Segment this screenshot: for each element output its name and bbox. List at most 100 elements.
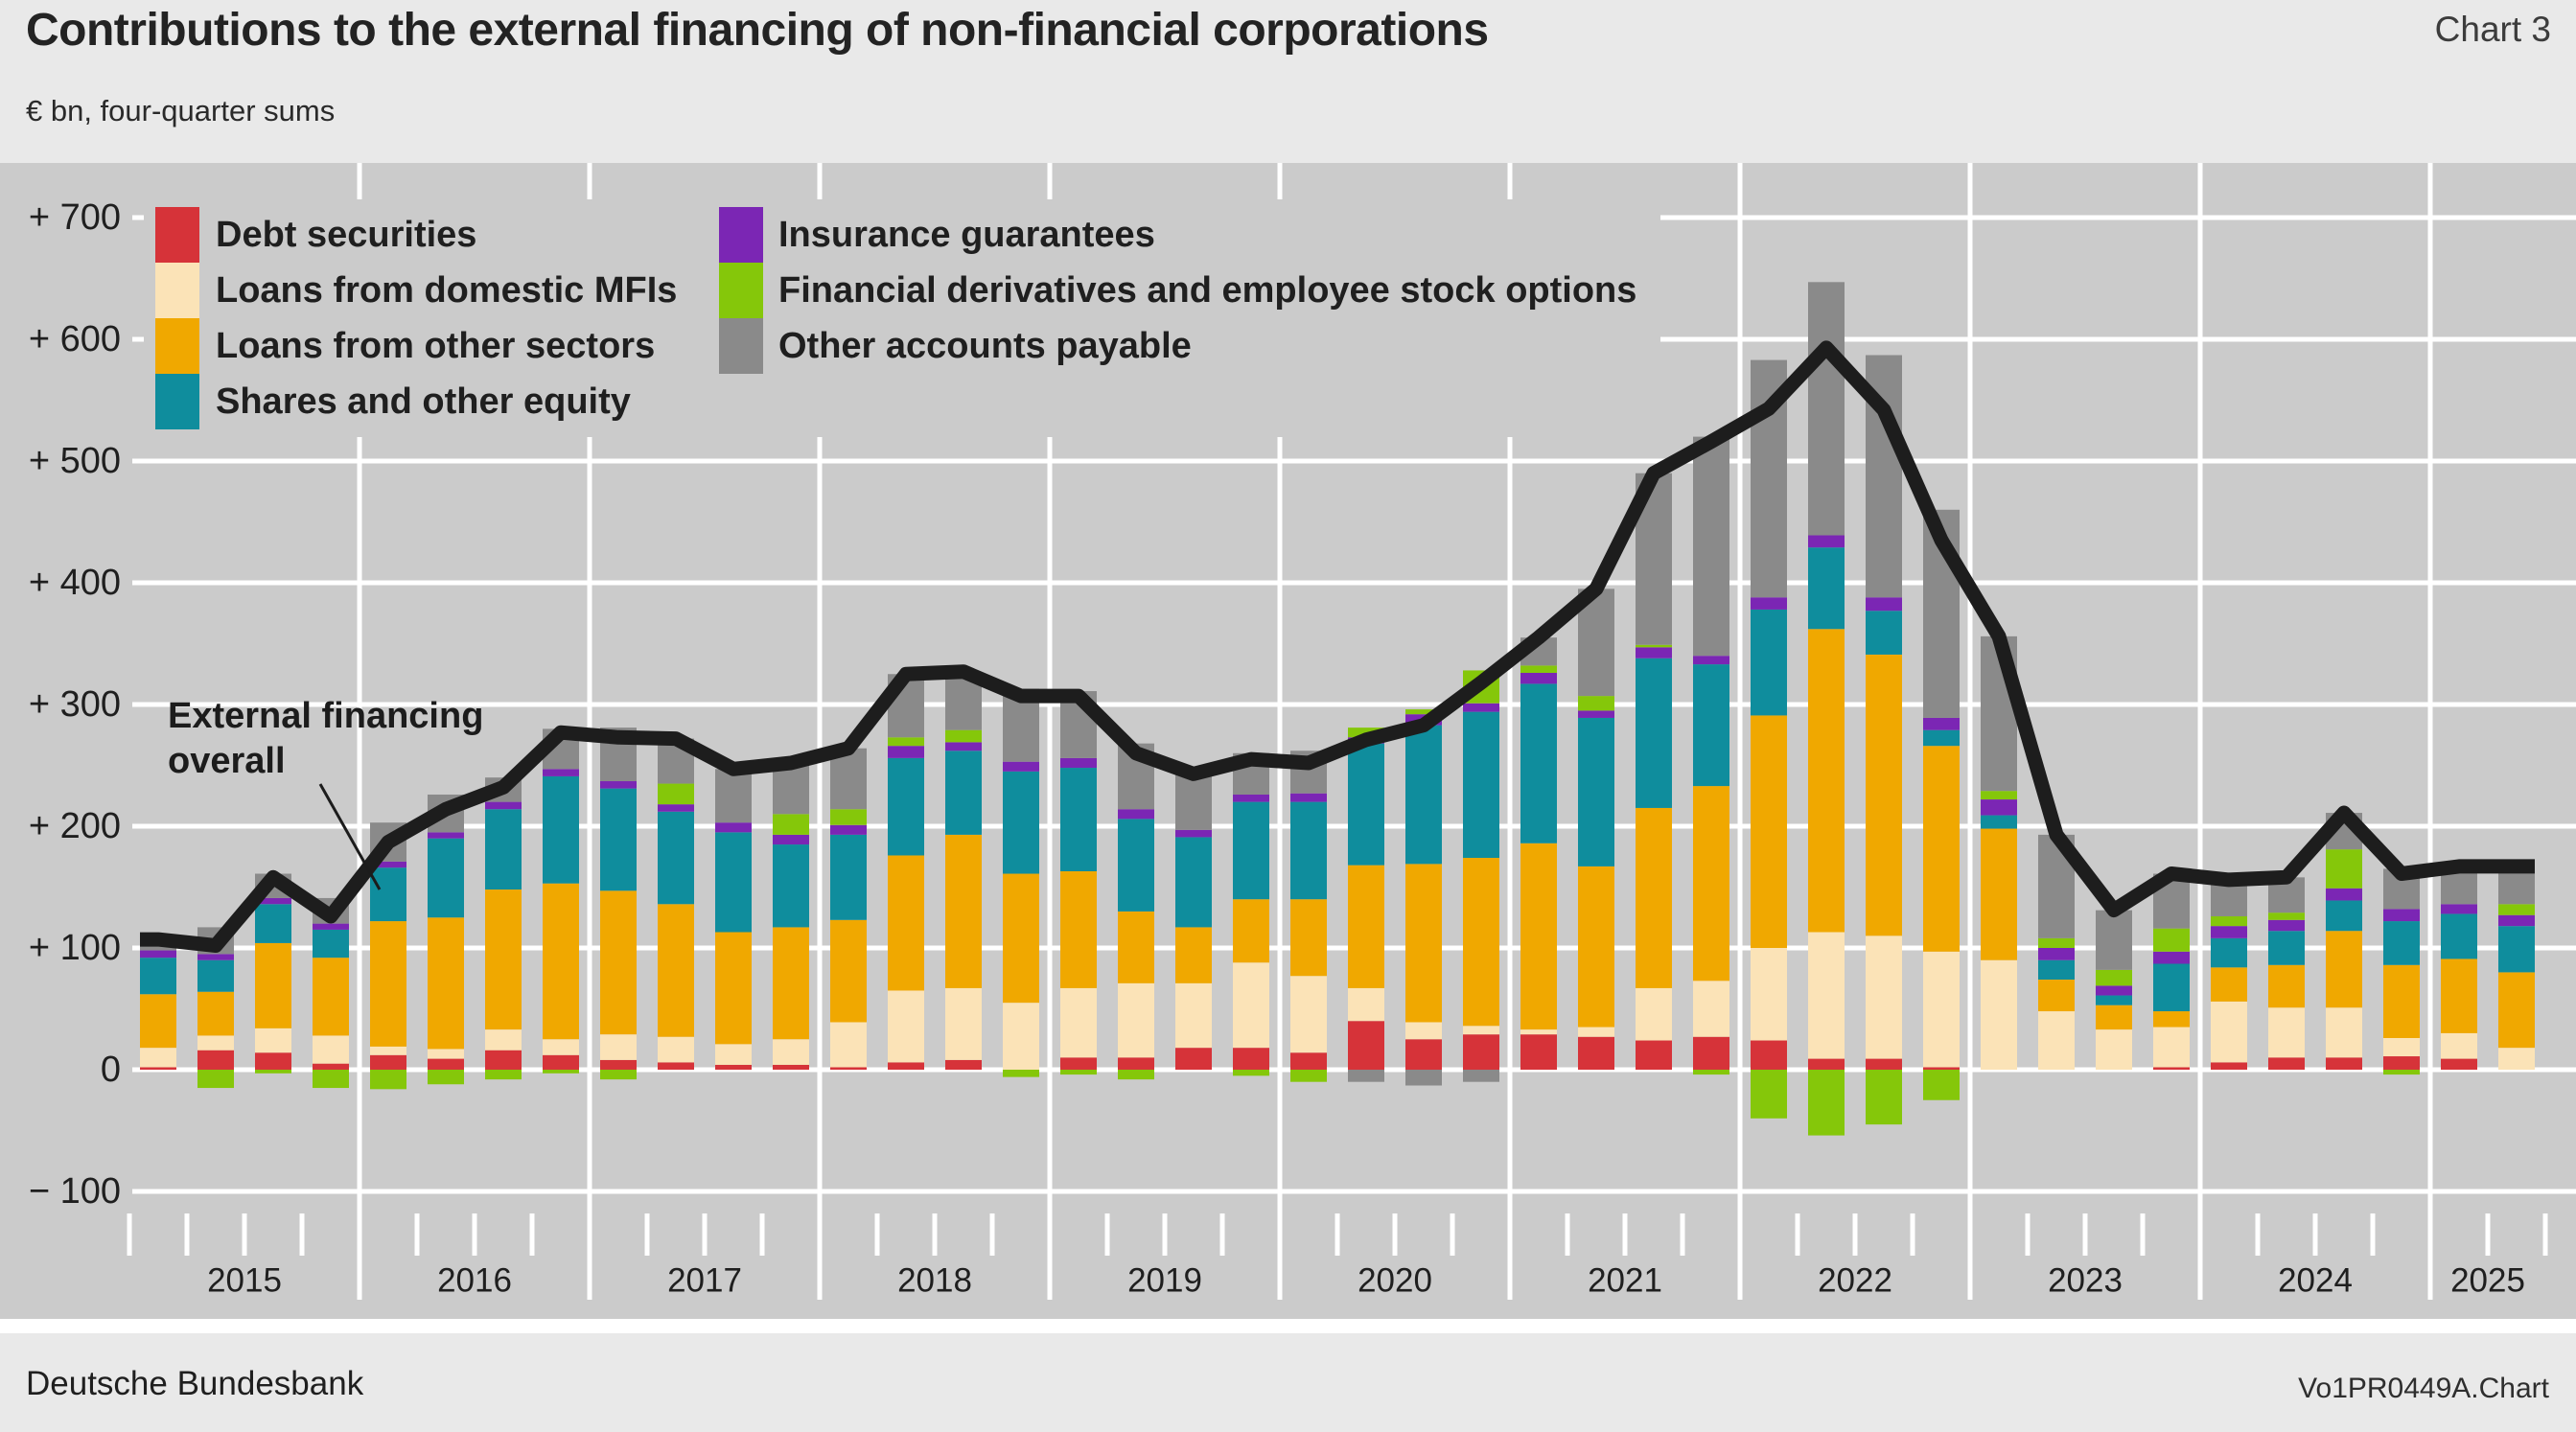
bar-segment-financial_derivatives-2019-Q4	[1233, 1070, 1269, 1076]
bar-segment-debt_securities-2018-Q3	[945, 1059, 982, 1070]
bar-segment-shares_other_equity-2018-Q2	[888, 757, 924, 856]
bar-segment-loans_other_sectors-2017-Q3	[715, 932, 752, 1045]
bar-segment-debt_securities-2015-Q4	[313, 1063, 349, 1070]
bar-segment-debt_securities-2020-Q1	[1290, 1052, 1327, 1070]
bar-segment-other_accounts_payable-2020-Q4	[1463, 1070, 1499, 1082]
source-label: Deutsche Bundesbank	[26, 1365, 364, 1402]
bar-segment-financial_derivatives-2021-Q1	[1520, 665, 1557, 673]
bar-segment-shares_other_equity-2023-Q2	[2038, 959, 2075, 981]
bar-segment-debt_securities-2017-Q3	[715, 1064, 752, 1070]
bar-segment-insurance_guarantees-2015-Q2	[197, 954, 234, 960]
bar-segment-loans_other_sectors-2017-Q4	[773, 927, 809, 1040]
bar-segment-insurance_guarantees-2017-Q1	[600, 781, 637, 789]
bar-segment-shares_other_equity-2021-Q2	[1578, 717, 1614, 866]
bar-segment-loans_domestic_mfis-2018-Q2	[888, 990, 924, 1063]
bar-segment-loans_domestic_mfis-2015-Q2	[197, 1035, 234, 1051]
bar-segment-debt_securities-2017-Q2	[658, 1062, 694, 1070]
bar-segment-debt_securities-2017-Q4	[773, 1064, 809, 1070]
bar-segment-insurance_guarantees-2022-Q4	[1923, 717, 1960, 730]
annotation-line2: overall	[168, 741, 286, 781]
bar-segment-other_accounts_payable-2022-Q2	[1808, 282, 1845, 536]
bar-segment-insurance_guarantees-2022-Q2	[1808, 535, 1845, 548]
bar-segment-insurance_guarantees-2016-Q3	[485, 801, 522, 810]
x-axis-year-label-2020: 2020	[1358, 1262, 1432, 1300]
bar-segment-loans_domestic_mfis-2018-Q3	[945, 987, 982, 1060]
bar-segment-insurance_guarantees-2019-Q4	[1233, 794, 1269, 802]
bar-segment-insurance_guarantees-2018-Q2	[888, 746, 924, 758]
bar-segment-shares_other_equity-2017-Q1	[600, 788, 637, 891]
x-axis-year-label-2023: 2023	[2048, 1262, 2123, 1300]
bar-segment-debt_securities-2019-Q2	[1118, 1057, 1154, 1070]
bar-segment-financial_derivatives-2023-Q1	[1981, 791, 2017, 800]
bar-segment-loans_other_sectors-2022-Q2	[1808, 629, 1845, 933]
bar-segment-debt_securities-2020-Q3	[1405, 1039, 1442, 1070]
bar-segment-loans_other_sectors-2021-Q2	[1578, 866, 1614, 1028]
x-axis-year-label-2022: 2022	[1818, 1262, 1892, 1300]
plot-bottom-rule	[0, 1319, 2576, 1333]
bar-segment-loans_other_sectors-2017-Q1	[600, 890, 637, 1035]
annotation-line1: External financing	[168, 696, 484, 736]
bar-segment-insurance_guarantees-2016-Q2	[428, 832, 464, 839]
bar-segment-insurance_guarantees-2015-Q3	[255, 897, 291, 905]
bar-segment-financial_derivatives-2016-Q3	[485, 1070, 522, 1080]
bar-segment-loans_domestic_mfis-2022-Q4	[1923, 951, 1960, 1068]
bar-segment-loans_other_sectors-2016-Q2	[428, 917, 464, 1050]
x-axis-year-label-2021: 2021	[1588, 1262, 1662, 1300]
bar-segment-loans_domestic_mfis-2021-Q2	[1578, 1027, 1614, 1037]
bar-segment-other_accounts_payable-2020-Q3	[1405, 1070, 1442, 1086]
bar-segment-financial_derivatives-2021-Q4	[1693, 1070, 1729, 1075]
bar-segment-financial_derivatives-2022-Q4	[1923, 1070, 1960, 1100]
legend-label-loans_other_sectors: Loans from other sectors	[216, 326, 655, 366]
bar-segment-shares_other_equity-2025-Q1	[2441, 913, 2477, 959]
bar-segment-loans_other_sectors-2023-Q2	[2038, 980, 2075, 1012]
bar-segment-shares_other_equity-2020-Q2	[1348, 743, 1384, 866]
bar-segment-other_accounts_payable-2023-Q3	[2096, 910, 2132, 970]
bar-segment-loans_other_sectors-2024-Q4	[2383, 964, 2420, 1038]
bar-segment-loans_domestic_mfis-2023-Q1	[1981, 959, 2017, 1070]
bar-segment-debt_securities-2023-Q4	[2153, 1067, 2190, 1070]
bar-segment-loans_other_sectors-2016-Q1	[370, 921, 406, 1047]
bar-segment-loans_domestic_mfis-2020-Q3	[1405, 1022, 1442, 1040]
bar-segment-financial_derivatives-2018-Q3	[945, 729, 982, 743]
bar-segment-loans_domestic_mfis-2022-Q3	[1866, 935, 1902, 1059]
bar-segment-loans_domestic_mfis-2024-Q3	[2326, 1007, 2362, 1058]
bar-segment-loans_domestic_mfis-2024-Q4	[2383, 1037, 2420, 1057]
bar-segment-debt_securities-2022-Q4	[1923, 1067, 1960, 1070]
bar-segment-shares_other_equity-2016-Q3	[485, 809, 522, 890]
bar-segment-loans_other_sectors-2022-Q3	[1866, 654, 1902, 936]
bar-segment-debt_securities-2016-Q4	[543, 1054, 579, 1070]
bar-segment-insurance_guarantees-2018-Q4	[1003, 761, 1039, 772]
bar-segment-insurance_guarantees-2021-Q1	[1520, 672, 1557, 684]
x-axis-year-label-2025: 2025	[2450, 1262, 2525, 1300]
bar-segment-shares_other_equity-2021-Q1	[1520, 683, 1557, 843]
overall-line-annotation: External financing overall	[168, 694, 483, 784]
bar-segment-loans_other_sectors-2020-Q3	[1405, 864, 1442, 1023]
bar-segment-loans_other_sectors-2018-Q4	[1003, 873, 1039, 1004]
bar-segment-financial_derivatives-2017-Q2	[658, 783, 694, 805]
bar-segment-loans_other_sectors-2020-Q4	[1463, 858, 1499, 1027]
bar-segment-shares_other_equity-2022-Q1	[1751, 609, 1787, 716]
bar-segment-insurance_guarantees-2016-Q1	[370, 861, 406, 868]
bar-segment-debt_securities-2021-Q3	[1636, 1040, 1672, 1070]
bar-segment-loans_domestic_mfis-2022-Q1	[1751, 948, 1787, 1041]
bar-segment-insurance_guarantees-2020-Q1	[1290, 793, 1327, 802]
y-axis-label-700: + 700	[29, 197, 121, 238]
bar-segment-shares_other_equity-2015-Q2	[197, 959, 234, 992]
bar-segment-loans_domestic_mfis-2021-Q4	[1693, 981, 1729, 1037]
bar-segment-debt_securities-2016-Q1	[370, 1054, 406, 1070]
bar-segment-shares_other_equity-2016-Q1	[370, 867, 406, 922]
bar-segment-loans_other_sectors-2021-Q4	[1693, 786, 1729, 982]
legend-swatch-financial_derivatives	[719, 263, 763, 318]
bar-segment-debt_securities-2021-Q2	[1578, 1036, 1614, 1070]
bar-segment-loans_other_sectors-2019-Q4	[1233, 899, 1269, 963]
bar-segment-loans_other_sectors-2020-Q1	[1290, 899, 1327, 977]
legend-label-other_accounts_payable: Other accounts payable	[778, 326, 1192, 366]
bar-segment-financial_derivatives-2023-Q2	[2038, 937, 2075, 948]
bar-segment-insurance_guarantees-2025-Q2	[2498, 914, 2535, 927]
bar-segment-shares_other_equity-2024-Q4	[2383, 921, 2420, 965]
bar-segment-shares_other_equity-2022-Q4	[1923, 729, 1960, 747]
bar-segment-loans_other_sectors-2024-Q3	[2326, 931, 2362, 1008]
bar-segment-loans_other_sectors-2015-Q2	[197, 991, 234, 1036]
bar-segment-debt_securities-2024-Q4	[2383, 1056, 2420, 1070]
